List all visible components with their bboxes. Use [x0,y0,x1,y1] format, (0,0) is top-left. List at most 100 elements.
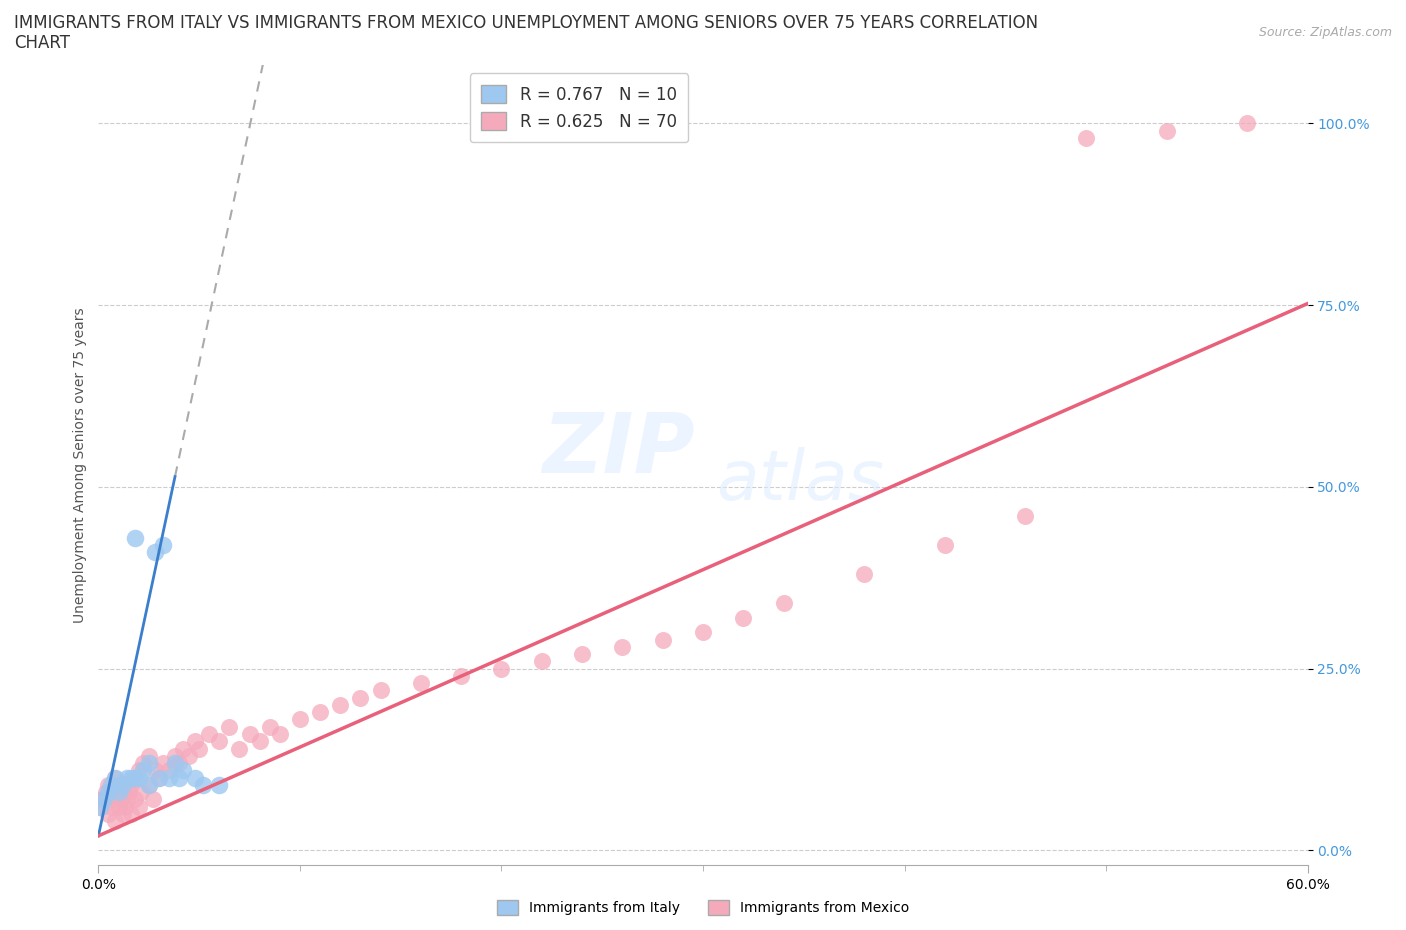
Point [128,799,150,814]
Point [91,792,114,807]
Point [107,777,129,792]
Point [111,777,134,792]
Point [179,749,201,764]
Point [491,661,513,676]
Point [157,763,180,777]
Point [1236,116,1258,131]
Point [249,734,271,749]
Point [208,777,231,792]
Point [167,756,190,771]
Point [193,777,215,792]
Point [100,777,122,792]
Point [103,814,125,829]
Point [100,799,122,814]
Point [163,756,186,771]
Legend: R = 0.767   N = 10, R = 0.625   N = 70: R = 0.767 N = 10, R = 0.625 N = 70 [470,73,688,142]
Point [120,806,142,821]
Point [1156,123,1178,138]
Point [138,749,160,764]
Point [329,698,352,712]
Point [269,726,291,741]
Point [239,726,262,741]
Point [142,792,165,807]
Point [148,770,170,785]
Point [124,792,146,807]
Point [101,792,124,807]
Point [198,726,221,741]
Point [138,777,160,792]
Point [692,625,714,640]
Point [105,785,128,800]
Point [349,690,371,705]
Point [97,785,120,800]
Point [138,777,160,792]
Point [530,654,553,669]
Point [138,756,160,771]
Point [188,741,211,756]
Text: atlas: atlas [716,447,884,514]
Text: IMMIGRANTS FROM ITALY VS IMMIGRANTS FROM MEXICO UNEMPLOYMENT AMONG SENIORS OVER : IMMIGRANTS FROM ITALY VS IMMIGRANTS FROM… [14,14,1038,32]
Point [184,734,207,749]
Point [129,785,152,800]
Legend: Immigrants from Italy, Immigrants from Mexico: Immigrants from Italy, Immigrants from M… [491,894,915,923]
Point [103,770,125,785]
Point [120,770,142,785]
Point [93,792,115,807]
Point [103,770,125,785]
Point [208,734,231,749]
Point [163,749,186,764]
Point [259,719,281,734]
Point [143,763,166,777]
Point [733,610,755,625]
Point [93,792,115,807]
Point [115,770,138,785]
Point [218,719,240,734]
Point [128,763,150,777]
Point [152,756,174,771]
Point [612,639,634,654]
Point [450,669,472,684]
Point [370,683,392,698]
Text: CHART: CHART [14,34,70,52]
Point [107,785,129,800]
Point [853,566,876,581]
Point [309,705,332,720]
Point [124,530,146,545]
Point [172,741,194,756]
Text: Source: ZipAtlas.com: Source: ZipAtlas.com [1258,26,1392,39]
Point [89,799,111,814]
Point [288,712,311,727]
Point [120,777,142,792]
Point [97,777,120,792]
Point [110,792,132,807]
Point [107,799,129,814]
Y-axis label: Unemployment Among Seniors over 75 years: Unemployment Among Seniors over 75 years [73,307,87,623]
Point [143,545,166,560]
Point [167,770,190,785]
Point [124,770,146,785]
Point [114,777,136,792]
Point [115,792,138,807]
Point [1074,130,1097,145]
Point [184,770,207,785]
Text: ZIP: ZIP [543,408,695,489]
Point [152,538,174,552]
Point [121,770,143,785]
Point [111,785,134,800]
Point [651,632,673,647]
Point [128,770,150,785]
Point [409,676,432,691]
Point [772,596,794,611]
Point [1014,509,1036,524]
Point [111,806,134,821]
Point [118,785,141,800]
Point [228,741,250,756]
Point [89,799,111,814]
Point [114,799,136,814]
Point [97,806,120,821]
Point [157,770,180,785]
Point [132,756,155,771]
Point [132,763,155,777]
Point [148,770,170,785]
Point [571,646,593,661]
